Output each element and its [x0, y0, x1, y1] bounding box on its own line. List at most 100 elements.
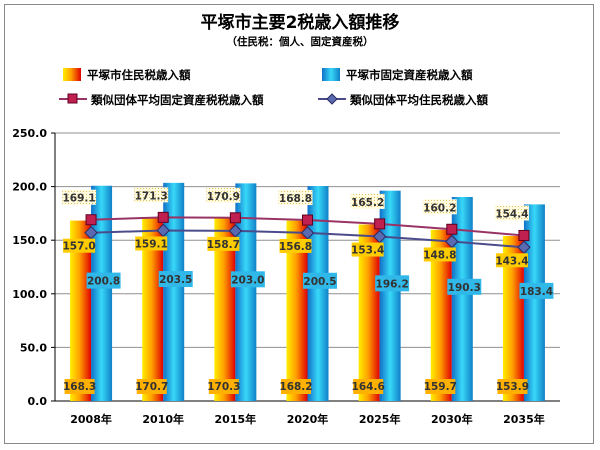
bar-fixed-asset-tax	[235, 183, 257, 401]
data-label-box-similar-fixed	[134, 187, 169, 203]
y-tick-label: 200.0	[12, 181, 47, 194]
bar-resident-tax	[430, 229, 452, 401]
x-tick-label: 2025年	[359, 412, 401, 426]
x-tick-label: 2015年	[215, 412, 257, 426]
data-label-box-similar-resident	[63, 238, 96, 253]
data-label-similar-fixed: 169.1	[62, 193, 95, 205]
data-label-box-resident-tax	[353, 379, 384, 394]
bar-fixed-asset-tax	[307, 186, 329, 401]
bar-resident-tax	[502, 236, 524, 401]
legend-marker-diamond	[326, 93, 338, 105]
x-tick-label: 2010年	[142, 412, 184, 426]
data-label-fixed-asset-tax: 183.4	[520, 286, 553, 298]
data-label-box-similar-resident	[279, 238, 312, 253]
data-label-fixed-asset-tax: 200.8	[87, 276, 120, 288]
data-label-box-similar-resident	[207, 236, 240, 251]
bar-resident-tax	[214, 218, 236, 401]
y-tick-label: 0.0	[28, 395, 48, 408]
plot-area: 0.0 50.0 100.0 150.0 200.0 250.0 2008年 2010年 201…	[12, 127, 560, 426]
data-label-similar-resident: 148.8	[423, 249, 456, 261]
data-label-box-resident-tax	[64, 379, 95, 394]
bar-resident-tax	[70, 220, 92, 401]
data-label-similar-fixed: 168.8	[279, 193, 312, 205]
chart-title: 平塚市主要2税歳入額推移	[201, 12, 400, 33]
data-label-box-similar-fixed	[278, 190, 313, 206]
data-label-box-fixed-asset-tax	[303, 272, 337, 289]
legend-swatch-resident-tax	[63, 68, 81, 81]
data-label-similar-resident: 156.8	[279, 241, 312, 253]
data-label-resident-tax: 168.3	[63, 381, 96, 393]
data-label-resident-tax: 168.2	[279, 381, 312, 393]
legend: 平塚市住民税歳入額 平塚市固定資産税歳入額 類似団体平均固定資産税税歳入額 類似…	[59, 68, 488, 107]
data-label-box-similar-fixed	[62, 189, 97, 205]
x-tick-label: 2035年	[503, 412, 545, 426]
bar-fixed-asset-tax	[379, 190, 401, 401]
x-tick-label: 2030年	[431, 412, 473, 426]
bar-resident-tax	[358, 224, 380, 401]
data-label-resident-tax: 164.6	[352, 381, 385, 393]
data-label-box-resident-tax	[281, 379, 311, 394]
x-tick-label: 2020年	[287, 412, 329, 426]
y-tick-label: 250.0	[12, 127, 47, 140]
bar-fixed-asset-tax	[523, 204, 545, 401]
marker-similar-fixed-asset-tax	[302, 214, 313, 226]
legend-swatch-fixed-asset-tax	[322, 68, 340, 81]
data-label-box-resident-tax	[136, 379, 167, 394]
bar-fixed-asset-tax	[451, 196, 473, 401]
data-label-box-similar-resident	[351, 242, 384, 257]
data-label-fixed-asset-tax: 200.5	[303, 276, 336, 288]
data-label-box-similar-fixed	[422, 199, 457, 215]
legend-label-resident-tax: 平塚市住民税歳入額	[87, 68, 191, 82]
data-label-similar-fixed: 154.4	[495, 208, 528, 220]
chart-subtitle: （住民税：個人、固定資産税）	[227, 35, 374, 48]
marker-similar-fixed-asset-tax	[518, 229, 530, 241]
data-label-similar-fixed: 171.3	[135, 190, 168, 202]
data-label-resident-tax: 170.7	[135, 381, 168, 393]
data-label-box-fixed-asset-tax	[158, 271, 193, 288]
data-label-similar-fixed: 165.2	[351, 197, 384, 209]
data-label-box-fixed-asset-tax	[230, 271, 265, 288]
chart-frame: 平塚市主要2税歳入額推移 （住民税：個人、固定資産税） 平塚市住民税歳入額 平塚…	[4, 4, 594, 444]
data-label-box-similar-fixed	[494, 205, 529, 221]
data-label-similar-resident: 143.4	[495, 255, 528, 267]
legend-marker-square	[67, 93, 78, 104]
marker-similar-fixed-asset-tax	[374, 218, 386, 230]
marker-similar-fixed-asset-tax	[446, 223, 458, 235]
data-label-box-resident-tax	[497, 379, 528, 394]
data-label-box-resident-tax	[208, 379, 239, 394]
legend-label-similar-fixed: 類似団体平均固定資産税税歳入額	[90, 93, 264, 107]
data-label-resident-tax: 159.7	[424, 381, 457, 393]
bar-fixed-asset-tax	[163, 182, 185, 401]
bar-fixed-asset-tax	[91, 185, 113, 401]
data-label-fixed-asset-tax: 203.5	[159, 274, 192, 286]
chart-canvas: 平塚市主要2税歳入額推移 （住民税：個人、固定資産税） 平塚市住民税歳入額 平塚…	[12, 12, 560, 426]
data-label-similar-resident: 157.0	[62, 241, 95, 253]
data-label-fixed-asset-tax: 190.3	[448, 282, 481, 294]
data-label-box-similar-resident	[423, 247, 456, 262]
x-tick-label: 2008年	[70, 412, 112, 426]
marker-similar-fixed-asset-tax	[229, 212, 241, 224]
y-tick-label: 50.0	[20, 341, 47, 354]
data-label-box-similar-fixed	[206, 187, 241, 203]
data-label-box-fixed-asset-tax	[447, 278, 482, 295]
data-label-similar-resident: 158.7	[207, 239, 240, 251]
data-label-box-resident-tax	[425, 379, 456, 394]
marker-similar-fixed-asset-tax	[85, 214, 97, 226]
y-tick-label: 100.0	[12, 288, 47, 301]
data-label-similar-fixed: 160.2	[423, 202, 456, 214]
data-label-box-fixed-asset-tax	[519, 282, 554, 299]
data-label-similar-fixed: 170.9	[207, 191, 240, 203]
data-label-similar-resident: 159.1	[135, 238, 168, 250]
data-label-resident-tax: 170.3	[207, 381, 240, 393]
bar-resident-tax	[142, 218, 164, 401]
data-label-box-fixed-asset-tax	[375, 275, 410, 292]
legend-label-fixed-asset-tax: 平塚市固定資産税歳入額	[346, 68, 473, 82]
data-label-similar-resident: 153.4	[351, 245, 384, 257]
data-label-box-similar-resident	[495, 253, 528, 268]
y-tick-label: 150.0	[12, 234, 47, 247]
data-label-fixed-asset-tax: 196.2	[376, 278, 409, 290]
data-label-resident-tax: 153.9	[496, 381, 529, 393]
legend-label-similar-resident: 類似団体平均住民税歳入額	[349, 93, 488, 107]
bar-resident-tax	[286, 220, 308, 401]
marker-similar-fixed-asset-tax	[157, 211, 169, 223]
